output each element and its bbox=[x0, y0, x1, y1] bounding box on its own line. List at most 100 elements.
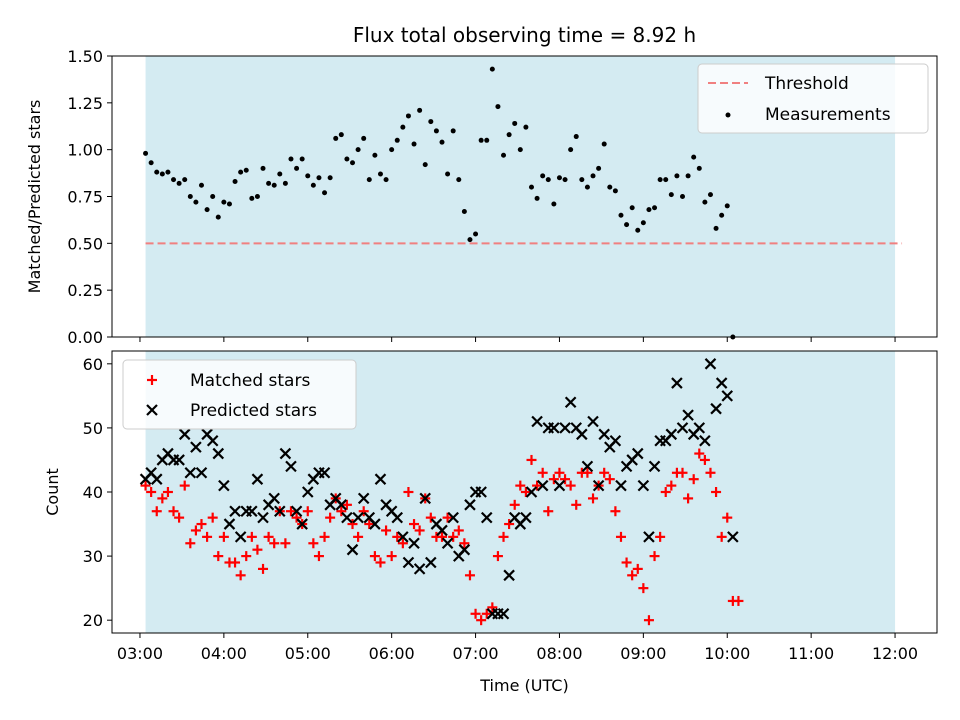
measurement-point bbox=[316, 175, 322, 181]
x-tick-label: 04:00 bbox=[201, 644, 247, 663]
measurement-point bbox=[473, 231, 479, 237]
measurement-point bbox=[635, 227, 641, 233]
legend-predicted-label: Predicted stars bbox=[190, 401, 317, 421]
measurement-point bbox=[344, 156, 350, 162]
ratio-axes-frame bbox=[111, 55, 938, 338]
predicted-stars-points bbox=[139, 358, 739, 620]
predicted-star-point bbox=[671, 377, 683, 389]
matched-star-point bbox=[537, 467, 548, 478]
predicted-star-point bbox=[173, 454, 185, 466]
counts-x-axis: 03:00 04:00 05:00 06:00 07:00 08:00 09:00 10:00… bbox=[117, 633, 918, 663]
measurement-point bbox=[294, 165, 300, 171]
x-tick-label: 07:00 bbox=[453, 644, 499, 663]
matched-star-point bbox=[504, 519, 515, 530]
measurement-point bbox=[691, 154, 697, 160]
measurement-point bbox=[350, 160, 356, 166]
x-tick-label: 03:00 bbox=[117, 644, 163, 663]
predicted-star-point bbox=[643, 531, 655, 543]
measurement-point bbox=[422, 162, 428, 168]
predicted-star-point bbox=[341, 511, 353, 524]
predicted-star-point bbox=[592, 479, 605, 492]
measurement-point bbox=[696, 165, 702, 171]
predicted-star-point bbox=[257, 511, 269, 524]
predicted-star-point bbox=[710, 402, 722, 415]
matched-star-point bbox=[632, 563, 643, 574]
matched-star-point bbox=[565, 480, 576, 491]
measurement-point bbox=[618, 212, 624, 218]
predicted-star-point bbox=[268, 492, 280, 505]
measurement-point bbox=[495, 104, 501, 110]
matched-star-point bbox=[213, 551, 224, 562]
predicted-star-point bbox=[234, 531, 247, 543]
measurement-point bbox=[187, 194, 193, 199]
matched-star-point bbox=[543, 506, 554, 517]
measurement-point bbox=[562, 177, 568, 183]
matched-star-point bbox=[235, 570, 246, 581]
measurement-point bbox=[333, 135, 339, 141]
counts-y-axis-label: Count bbox=[43, 468, 62, 516]
measurement-point bbox=[596, 165, 602, 171]
measurement-point bbox=[506, 132, 512, 138]
matched-star-point bbox=[526, 454, 537, 465]
measurement-point bbox=[154, 169, 160, 175]
matched-star-point bbox=[660, 487, 671, 497]
y-tick-label: 1.50 bbox=[67, 47, 103, 66]
chart-title: Flux total observing time = 8.92 h bbox=[353, 23, 696, 47]
predicted-star-point bbox=[503, 569, 515, 582]
measurement-point bbox=[266, 180, 272, 186]
measurement-point bbox=[171, 177, 177, 183]
matched-star-point bbox=[319, 531, 330, 542]
measurement-point bbox=[517, 147, 523, 153]
matched-star-point bbox=[699, 454, 710, 465]
measurement-point bbox=[305, 173, 311, 179]
ratio-legend-box bbox=[697, 63, 929, 134]
matched-star-point bbox=[694, 448, 705, 459]
matched-star-point bbox=[151, 506, 162, 517]
predicted-star-point bbox=[631, 447, 644, 460]
measurement-point bbox=[528, 184, 534, 190]
predicted-star-point bbox=[391, 511, 404, 524]
predicted-star-point bbox=[458, 543, 471, 556]
measurement-point bbox=[428, 119, 434, 125]
legend-measurements-label: Measurements bbox=[765, 105, 891, 125]
matched-star-point bbox=[588, 493, 599, 504]
matched-star-point bbox=[375, 557, 386, 568]
predicted-star-point bbox=[218, 479, 230, 492]
y-tick-label: 60 bbox=[83, 355, 103, 374]
measurement-point bbox=[260, 165, 266, 171]
measurement-point bbox=[327, 175, 333, 181]
measurement-point bbox=[612, 188, 618, 194]
matched-star-point bbox=[291, 512, 302, 523]
matched-star-point bbox=[397, 538, 408, 549]
predicted-star-point bbox=[352, 511, 364, 524]
measurement-point bbox=[159, 171, 165, 177]
matched-star-point bbox=[140, 480, 151, 491]
measurement-points bbox=[143, 66, 736, 340]
predicted-star-point bbox=[374, 473, 387, 485]
measurement-point bbox=[568, 147, 574, 153]
matched-star-point bbox=[643, 615, 654, 626]
measurement-point bbox=[663, 177, 669, 183]
measurement-point bbox=[657, 177, 663, 183]
measurement-point bbox=[534, 195, 540, 201]
y-tick-label: 1.25 bbox=[67, 94, 103, 113]
measurement-point bbox=[707, 192, 713, 198]
counts-y-axis: 20 30 40 50 60 bbox=[83, 355, 112, 630]
legend-matched-swatch bbox=[147, 375, 157, 385]
matched-star-point bbox=[258, 563, 269, 574]
matched-star-point bbox=[571, 499, 582, 510]
matched-star-point bbox=[146, 487, 157, 497]
measurement-point bbox=[478, 137, 484, 143]
ratio-y-axis-label: Matched/Predicted stars bbox=[25, 100, 44, 294]
predicted-star-point bbox=[318, 466, 331, 479]
predicted-star-point bbox=[402, 556, 415, 569]
measurement-point bbox=[389, 147, 395, 153]
measurement-point bbox=[198, 182, 204, 188]
matched-star-point bbox=[453, 525, 464, 536]
measurement-point bbox=[579, 177, 585, 183]
matched-star-point bbox=[722, 512, 733, 523]
counts-legend-box bbox=[122, 359, 357, 430]
measurement-point bbox=[601, 141, 607, 147]
measurement-point bbox=[355, 147, 361, 153]
matched-star-point bbox=[677, 467, 688, 478]
